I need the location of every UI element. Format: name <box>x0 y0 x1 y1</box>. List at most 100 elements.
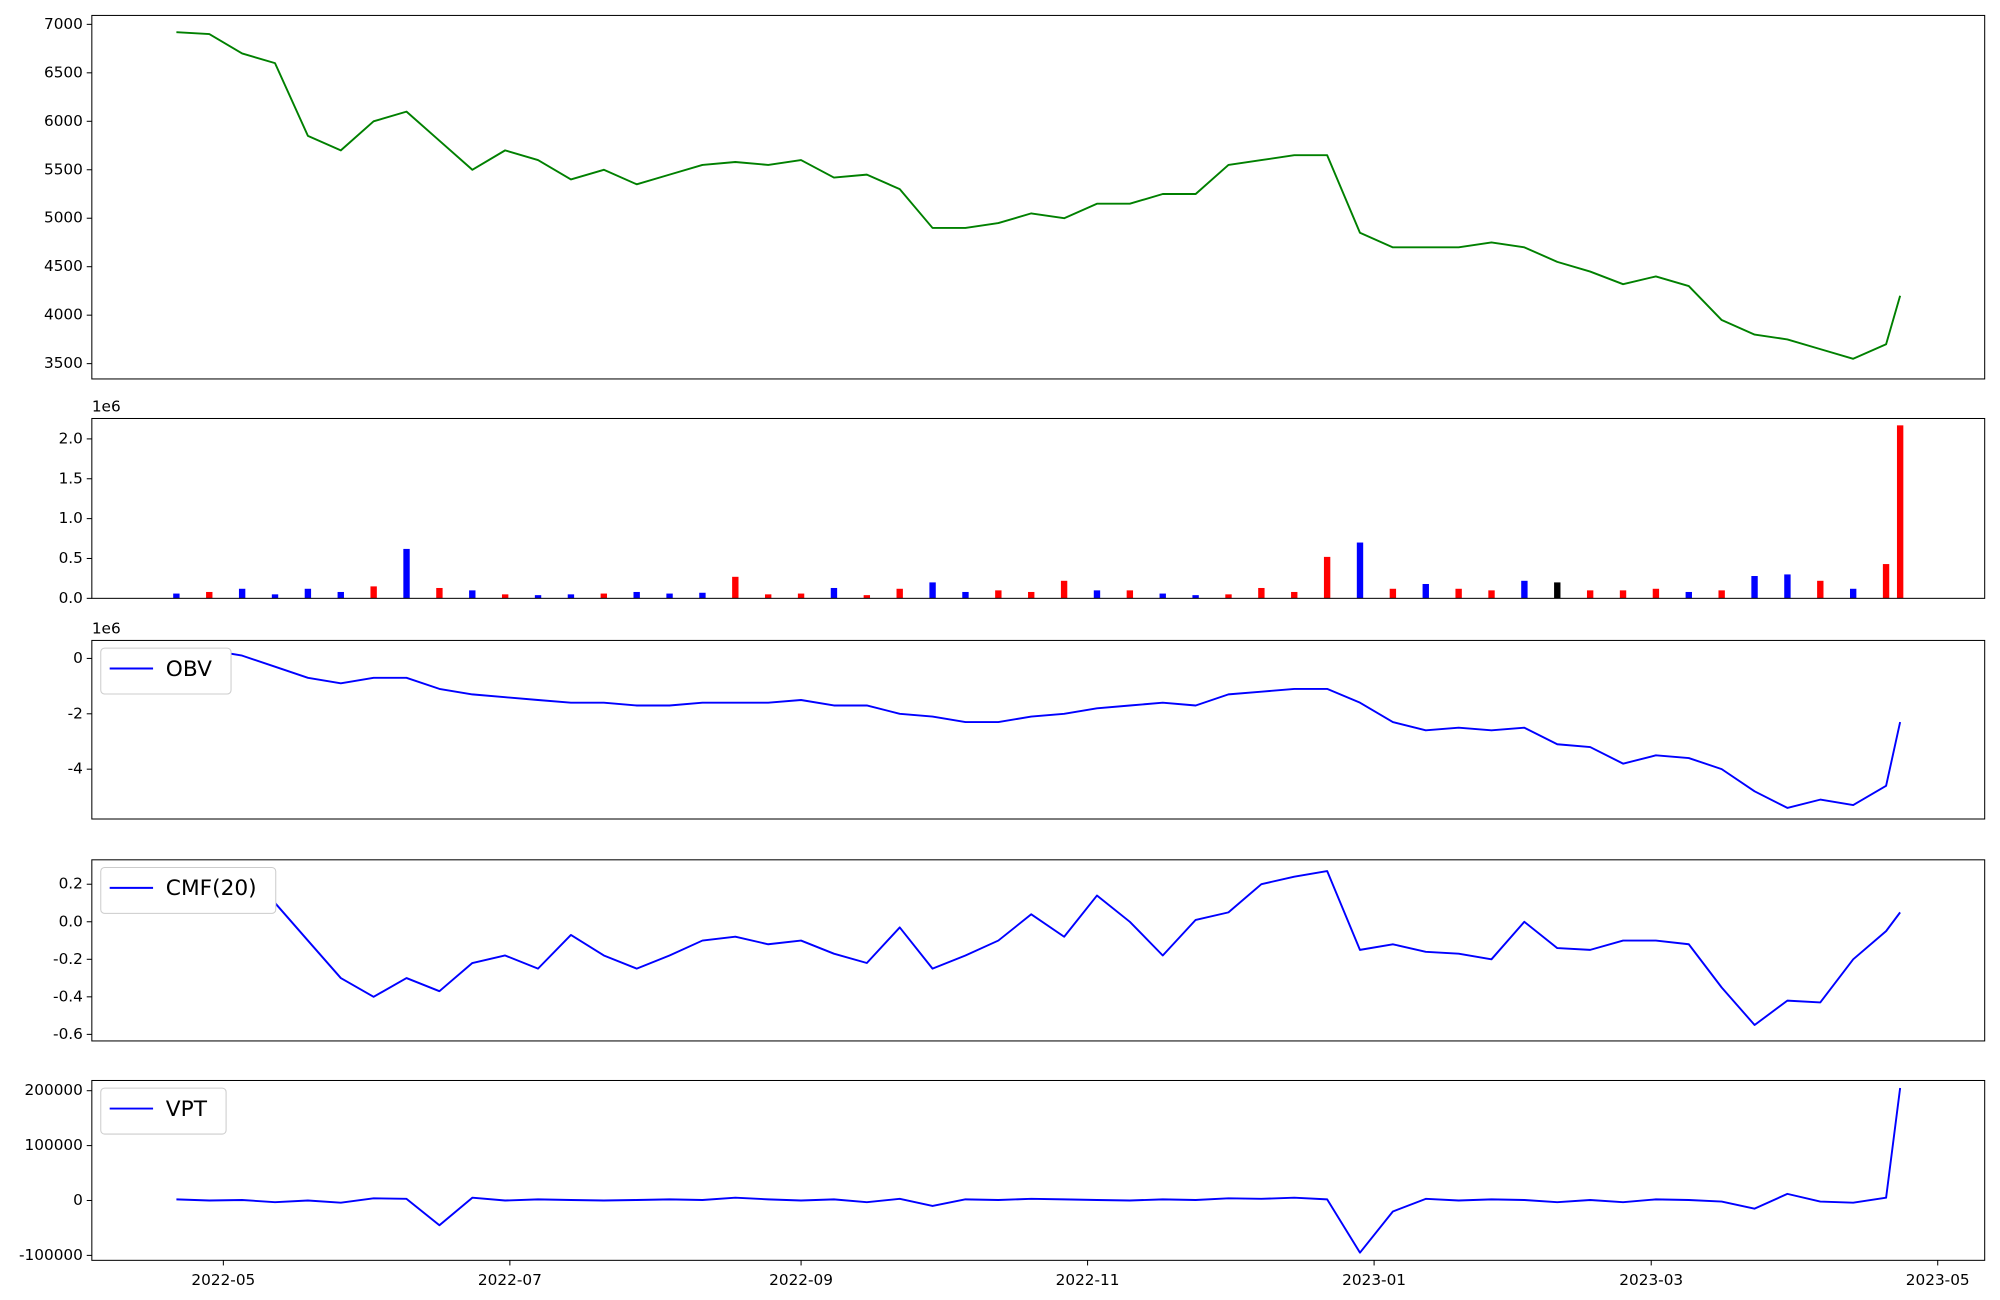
line-series <box>176 649 1902 809</box>
volume-bar <box>1652 588 1660 599</box>
line-series <box>176 31 1902 360</box>
volume-bar <box>1356 542 1364 599</box>
volume-bar <box>337 591 344 599</box>
volume-bar <box>1619 590 1627 599</box>
volume-bar <box>666 593 673 599</box>
axes-frame <box>91 1079 1986 1261</box>
x-tick-label: 2022-11 <box>1056 1271 1120 1289</box>
offset-label: 1e6 <box>92 398 121 416</box>
volume-bar <box>534 595 542 599</box>
y-tick-label: -4 <box>68 760 83 778</box>
volume-bar <box>1060 580 1068 599</box>
offset-label: 1e6 <box>92 619 121 637</box>
volume-bar <box>1521 580 1528 599</box>
legend-label: VPT <box>166 1097 208 1122</box>
x-tick-label: 2023-05 <box>1906 1271 1970 1289</box>
volume-bar <box>403 548 410 599</box>
volume-bar <box>1718 590 1725 599</box>
volume-bar <box>370 586 377 599</box>
volume-bar <box>1784 574 1791 599</box>
y-tick-label: 100000 <box>25 1136 83 1154</box>
y-tick-label: 200000 <box>25 1081 83 1099</box>
y-tick-label: 5000 <box>44 209 83 227</box>
x-tick-label: 2023-03 <box>1619 1271 1683 1289</box>
volume-bar <box>436 587 443 599</box>
volume-bar <box>1488 590 1495 599</box>
volume-bar <box>1896 425 1904 599</box>
volume-bar <box>173 593 180 599</box>
y-tick-label: 6500 <box>44 63 83 81</box>
volume-bar <box>1586 590 1594 599</box>
volume-bar <box>1126 590 1134 599</box>
axes-frame <box>91 14 1986 380</box>
y-tick-label: 0.5 <box>59 549 83 567</box>
volume-bar <box>567 594 575 599</box>
volume-bar <box>1093 590 1101 599</box>
volume-bar <box>1192 595 1199 599</box>
y-tick-label: -2 <box>68 704 83 722</box>
volume-bar <box>1751 576 1758 599</box>
legend <box>100 866 277 914</box>
y-tick-label: 7000 <box>44 15 83 33</box>
volume-bar <box>765 594 772 599</box>
volume-bar <box>1291 591 1298 599</box>
volume-bar <box>206 591 213 599</box>
y-tick-label: 0 <box>73 649 83 667</box>
volume-bar <box>600 593 607 599</box>
volume-bar <box>797 593 805 599</box>
volume-bar <box>962 591 969 599</box>
volume-bar <box>995 590 1002 599</box>
volume-bar <box>1225 594 1232 599</box>
line-series <box>176 1087 1902 1254</box>
volume-bar <box>469 590 476 599</box>
volume-bar <box>501 594 509 599</box>
volume-bar <box>633 591 640 599</box>
volume-bar <box>830 587 838 599</box>
y-tick-label: 0.0 <box>59 589 83 607</box>
legend-label: CMF(20) <box>166 876 257 901</box>
legend-label: OBV <box>166 657 212 682</box>
line-series <box>208 870 1901 1026</box>
volume-bar <box>863 595 871 599</box>
x-tick-label: 2022-09 <box>769 1271 833 1289</box>
volume-bar <box>1159 593 1166 599</box>
volume-bar <box>238 588 246 599</box>
y-tick-label: 1.0 <box>59 509 83 527</box>
volume-bar <box>1817 580 1824 599</box>
y-tick-label: 0.2 <box>59 875 83 893</box>
x-tick-label: 2023-01 <box>1342 1271 1406 1289</box>
volume-bar <box>1554 582 1561 599</box>
y-tick-label: 2.0 <box>59 429 83 447</box>
volume-bar <box>929 582 936 599</box>
y-tick-label: 0 <box>73 1191 83 1209</box>
x-tick-label: 2022-07 <box>478 1271 542 1289</box>
volume-bar <box>1028 591 1035 599</box>
y-tick-label: -100000 <box>19 1246 83 1264</box>
volume-bar <box>1323 556 1331 599</box>
volume-bar <box>271 594 279 599</box>
y-tick-label: 1.5 <box>59 469 83 487</box>
y-tick-label: -0.6 <box>53 1025 83 1043</box>
y-tick-label: 6000 <box>44 112 83 130</box>
legend <box>100 1087 227 1135</box>
axes-frame <box>91 417 1986 599</box>
x-tick-label: 2022-05 <box>191 1271 255 1289</box>
y-tick-label: 3500 <box>44 354 83 372</box>
volume-bar <box>304 588 312 599</box>
volume-bar <box>732 576 739 599</box>
axes-frame <box>91 859 1986 1042</box>
volume-bar <box>1422 583 1429 599</box>
volume-bar <box>699 592 706 599</box>
volume-bar <box>896 588 903 599</box>
legend <box>100 647 232 695</box>
volume-bar <box>1389 588 1397 599</box>
y-tick-label: -0.2 <box>53 950 83 968</box>
y-tick-label: 0.0 <box>59 912 83 930</box>
y-tick-label: 4500 <box>44 257 83 275</box>
volume-bar <box>1882 564 1890 599</box>
volume-bar <box>1685 591 1692 599</box>
volume-bar <box>1258 587 1265 599</box>
y-tick-label: 4000 <box>44 306 83 324</box>
